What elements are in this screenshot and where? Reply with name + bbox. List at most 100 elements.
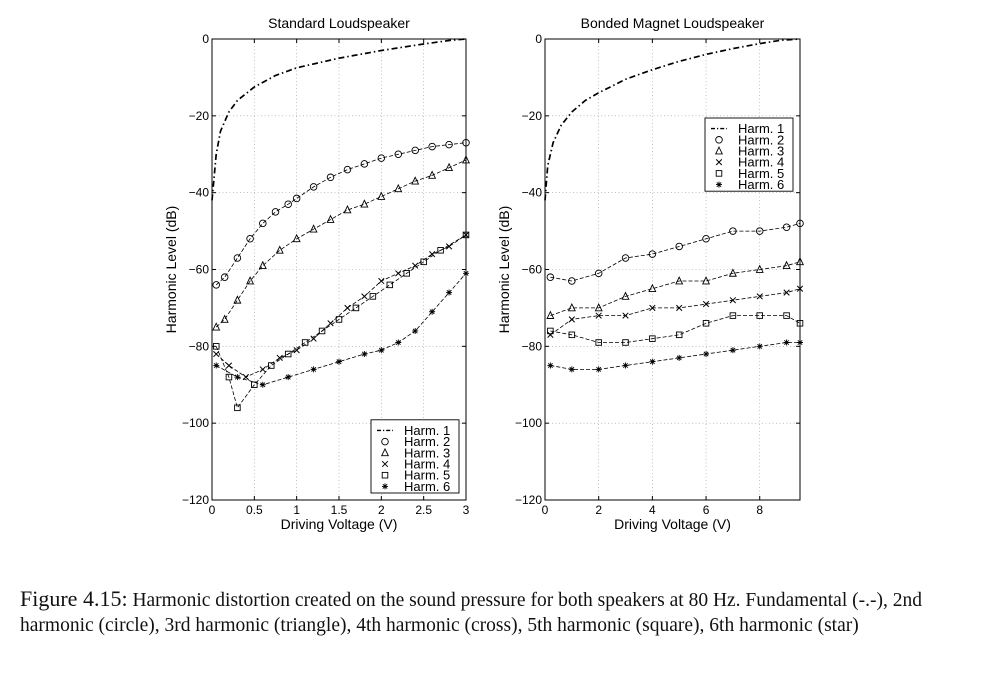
series-line: [215, 234, 467, 378]
data-point: [783, 312, 790, 319]
data-point: [595, 339, 602, 346]
series-1: [544, 38, 801, 201]
legend-marker: [715, 136, 723, 144]
data-point: [395, 339, 402, 346]
data-point: [233, 295, 242, 304]
data-point: [420, 258, 427, 266]
data-point: [622, 362, 629, 369]
data-point: [675, 331, 683, 339]
data-point: [225, 373, 233, 381]
data-point: [276, 354, 283, 362]
data-point: [310, 335, 317, 342]
series-6: [213, 270, 469, 388]
data-point: [437, 247, 444, 254]
data-point: [428, 170, 437, 179]
legend-label: Harm. 4: [738, 155, 784, 170]
data-point: [594, 302, 603, 312]
caption-label: Figure 4.15:: [20, 586, 128, 611]
data-point: [259, 219, 267, 228]
y-tick-label: 0: [535, 32, 542, 46]
x-tick-label: 8: [756, 503, 763, 517]
y-tick-label: −120: [182, 493, 209, 507]
data-point: [756, 312, 763, 319]
data-point: [649, 335, 656, 342]
y-tick-label: −120: [515, 493, 542, 507]
data-point: [649, 304, 656, 312]
y-tick-label: −60: [189, 263, 210, 277]
legend-label: Harm. 1: [738, 121, 784, 136]
data-point: [621, 254, 630, 262]
x-tick-label: 6: [703, 503, 710, 517]
chart-title: Standard Loudspeaker: [268, 15, 410, 31]
data-point: [676, 354, 683, 361]
data-point: [343, 205, 352, 214]
data-point: [234, 374, 241, 381]
legend-label: Harm. 3: [738, 144, 784, 159]
x-tick-label: 2: [378, 503, 385, 517]
data-point: [258, 260, 267, 270]
data-point: [445, 243, 453, 250]
legend-marker: [716, 181, 722, 188]
data-point: [395, 270, 402, 277]
data-point: [284, 350, 292, 358]
series-line: [550, 288, 801, 336]
figure-charts: 0 0.5 1 1.5 2 2.5 3 0 −20 −40 −60 −80 −100 −120 Standa…: [163, 15, 805, 532]
data-point: [547, 362, 554, 369]
data-point: [621, 291, 630, 300]
data-point: [360, 160, 369, 168]
data-point: [428, 250, 436, 258]
y-axis-label: Harmonic Level (dB): [163, 206, 179, 334]
data-point: [310, 366, 317, 373]
y-tick-label: −20: [189, 109, 210, 123]
data-point: [676, 304, 683, 312]
data-point: [369, 293, 377, 300]
series-5: [547, 312, 804, 346]
y-tick-label: −40: [522, 186, 543, 200]
x-axis-label: Driving Voltage (V): [614, 516, 731, 532]
data-point: [343, 165, 352, 174]
data-point: [293, 347, 300, 354]
data-point: [335, 316, 343, 323]
data-point: [378, 277, 385, 285]
x-tick-label: 1: [293, 503, 300, 517]
data-point: [648, 250, 657, 258]
data-point: [352, 304, 360, 312]
data-point: [246, 276, 255, 285]
data-point: [568, 316, 575, 323]
data-point: [403, 270, 410, 277]
data-point: [703, 351, 710, 358]
x-tick-label: 2: [595, 503, 602, 517]
y-tick-label: −20: [522, 109, 543, 123]
data-point: [259, 381, 266, 388]
data-point: [594, 269, 603, 278]
legend-label: Harm. 2: [738, 132, 784, 147]
y-tick-label: −60: [522, 263, 543, 277]
legend-label: Harm. 2: [404, 434, 450, 449]
data-point: [648, 283, 657, 293]
data-point: [234, 404, 241, 412]
data-point: [755, 227, 764, 235]
data-point: [756, 293, 763, 300]
series-4: [213, 231, 470, 381]
data-point: [344, 304, 351, 312]
series-line: [215, 159, 467, 328]
data-point: [309, 183, 318, 191]
data-point: [213, 350, 220, 358]
x-tick-label: 2.5: [415, 503, 432, 517]
data-point: [284, 200, 292, 208]
legend-label: Harm. 6: [738, 177, 784, 192]
data-point: [412, 262, 419, 269]
x-tick-label: 0.5: [246, 503, 263, 517]
data-point: [595, 366, 602, 373]
figure-caption: Figure 4.15: Harmonic distortion created…: [20, 586, 975, 638]
legend-label: Harm. 3: [404, 445, 450, 460]
series-4: [547, 285, 804, 338]
data-point: [729, 347, 736, 354]
data-point: [394, 150, 403, 158]
data-point: [271, 208, 280, 216]
series-3: [546, 256, 805, 319]
series-group: [544, 38, 805, 373]
x-tick-label: 4: [649, 503, 656, 517]
data-point: [394, 183, 403, 193]
legend-box: [704, 117, 794, 192]
